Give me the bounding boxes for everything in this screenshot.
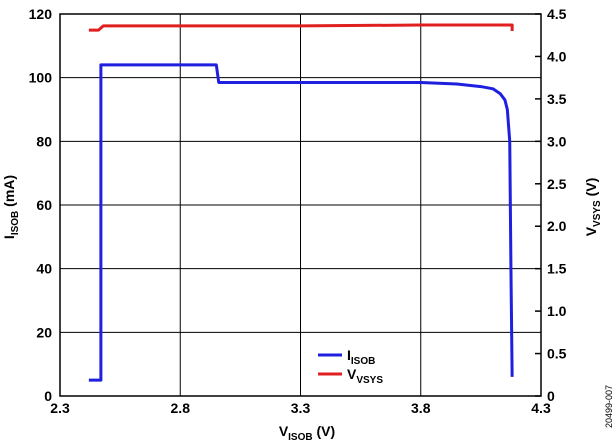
grid-lines — [60, 14, 541, 396]
y-right-axis-label-unit: (V) — [583, 178, 599, 201]
y-right-tick-label: 1.0 — [547, 303, 567, 319]
y-right-axis-label-sub: VSYS — [592, 200, 603, 227]
x-tick-label: 2.8 — [171, 400, 191, 416]
y-right-tick-label: 3.0 — [547, 133, 567, 149]
y-right-axis-label: VVSYS (V) — [583, 178, 603, 237]
y-left-tick-label: 20 — [36, 324, 52, 340]
y-left-axis-ticks: 0 20 40 60 80 100 120 — [29, 6, 53, 404]
y-right-tick-label: 0.5 — [547, 346, 567, 362]
y-right-tick-label: 2.0 — [547, 218, 567, 234]
y-left-axis-label-main: I — [1, 235, 17, 239]
x-axis-label-main: V — [279, 423, 289, 439]
series-layer — [88, 23, 514, 382]
legend-label-isob-main: I — [347, 347, 351, 363]
y-right-tick-label: 1.5 — [547, 261, 567, 277]
y-left-axis-label-sub: ISOB — [10, 211, 21, 235]
legend-label-vsys: VVSYS — [347, 366, 383, 386]
y-left-tick-label: 40 — [36, 261, 52, 277]
legend-label-isob-sub: ISOB — [351, 356, 375, 367]
x-tick-label: 3.3 — [291, 400, 311, 416]
x-tick-label: 3.8 — [411, 400, 431, 416]
y-right-tick-label: 0 — [547, 388, 555, 404]
legend-label-vsys-sub: VSYS — [356, 375, 383, 386]
figure-id: 20499-007 — [604, 385, 614, 428]
plot-frame — [59, 13, 542, 397]
y-left-tick-label: 80 — [36, 133, 52, 149]
y-right-tick-label: 3.5 — [547, 91, 567, 107]
y-right-axis-ticks: 0 0.5 1.0 1.5 2.0 2.5 3.0 3.5 4.0 4.5 — [535, 6, 567, 404]
y-left-axis-label: IISOB (mA) — [1, 175, 21, 239]
y-right-tick-label: 4.0 — [547, 48, 567, 64]
y-right-tick-label: 2.5 — [547, 176, 567, 192]
x-axis-label: VISOB (V) — [279, 423, 335, 442]
y-left-axis-label-unit: (mA) — [1, 175, 17, 211]
x-tick-label: 2.3 — [50, 400, 70, 416]
x-axis-label-unit: (V) — [313, 423, 336, 439]
legend-label-vsys-main: V — [347, 366, 357, 382]
series-line-isob — [88, 63, 514, 382]
y-right-axis-label-main: V — [583, 226, 599, 236]
y-left-tick-label: 0 — [44, 388, 52, 404]
x-tick-label: 4.3 — [531, 400, 551, 416]
y-right-tick-label: 4.5 — [547, 6, 567, 22]
x-axis-ticks: 2.3 2.8 3.3 3.8 4.3 — [50, 400, 551, 416]
legend-label-isob: IISOB — [347, 347, 375, 367]
y-left-tick-label: 60 — [36, 197, 52, 213]
x-axis-label-sub: ISOB — [288, 432, 312, 442]
y-left-tick-label: 100 — [29, 70, 53, 86]
legend: IISOB VVSYS — [310, 340, 400, 386]
legend-background — [310, 340, 400, 386]
series-line-vsys — [88, 23, 514, 32]
y-left-tick-label: 120 — [29, 6, 53, 22]
